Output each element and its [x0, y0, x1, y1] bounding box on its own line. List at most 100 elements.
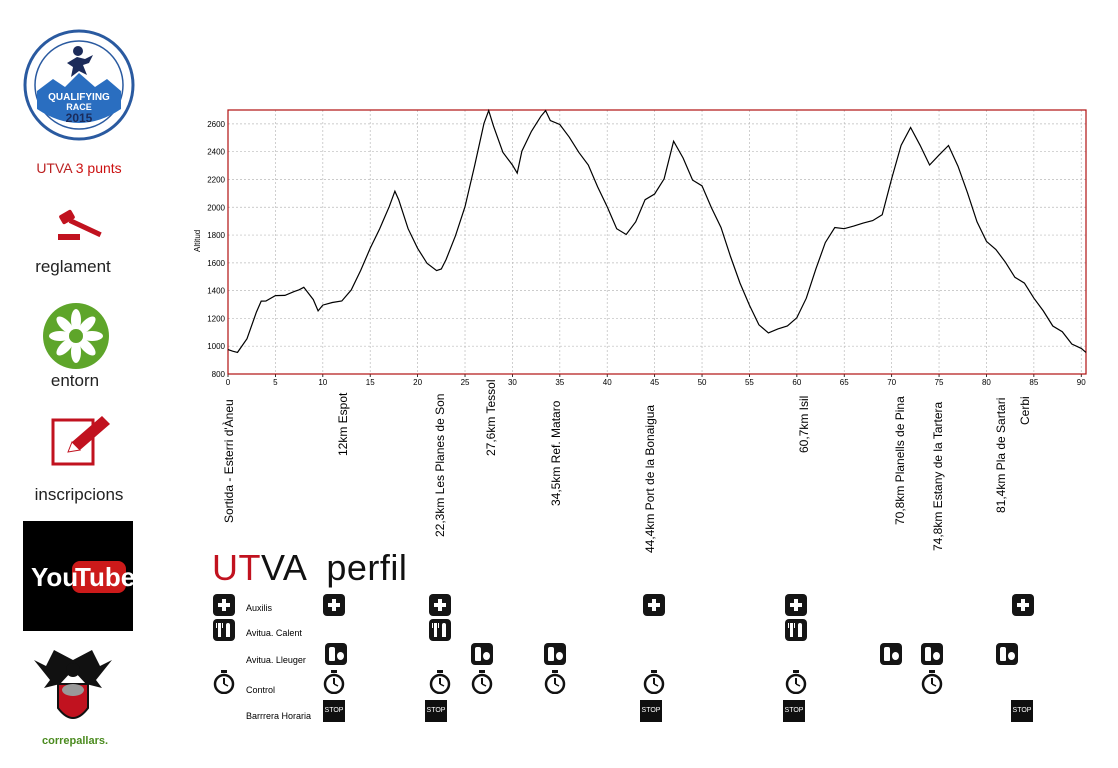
row-label-control: Control	[246, 685, 276, 695]
x-tick-label: 80	[982, 378, 991, 387]
y-tick-label: 2600	[207, 120, 225, 129]
bottle-fruit-icon	[471, 643, 493, 665]
stopwatch-icon	[544, 670, 566, 695]
flower-icon[interactable]	[42, 302, 110, 370]
x-tick-label: 25	[461, 378, 470, 387]
first-aid-icon	[323, 594, 345, 616]
y-tick-label: 1400	[207, 287, 225, 296]
pencil-icon[interactable]	[50, 412, 114, 468]
chart-grid	[227, 110, 1086, 375]
utva-points-prefix: UTVA	[36, 160, 72, 176]
x-tick-label: 5	[273, 378, 278, 387]
utva-points-suffix: 3 punts	[75, 160, 122, 176]
sidebar-item-inscripcions[interactable]: inscripcions	[34, 485, 124, 504]
y-tick-label: 2200	[207, 175, 225, 184]
cutlery-icon	[785, 619, 807, 641]
row-label-barrera-horaria: Barrrera Horaria	[246, 711, 312, 721]
chart-axes: 800 1000 1200 1400 1600 1800 2000 2200 2400 2600 0…	[207, 120, 1086, 387]
checkpoint-label: 81,4km Pla de Sartari	[993, 397, 1008, 513]
stop-sign-icon: STOP	[425, 700, 447, 722]
perfil-title-accent: UT	[212, 547, 261, 588]
stop-sign-icon: STOP	[640, 700, 662, 722]
y-tick-label: 2000	[207, 203, 225, 212]
first-aid-icon	[785, 594, 807, 616]
x-tick-label: 90	[1077, 378, 1086, 387]
x-tick-label: 55	[745, 378, 754, 387]
first-aid-icon	[213, 594, 235, 616]
first-aid-icon	[429, 594, 451, 616]
x-tick-label: 65	[840, 378, 849, 387]
svg-text:You: You	[31, 562, 78, 592]
x-tick-label: 10	[318, 378, 327, 387]
checkpoint-label: 44,4km Port de la Bonaigua	[642, 404, 657, 553]
checkpoint-label: Cerbi	[1018, 396, 1033, 425]
y-tick-label: 1600	[207, 259, 225, 268]
stop-sign-icon: STOP	[783, 700, 805, 722]
cutlery-icon	[429, 619, 451, 641]
x-tick-label: 60	[792, 378, 801, 387]
bottle-fruit-icon	[921, 643, 943, 665]
y-tick-label: 2400	[207, 148, 225, 157]
bottle-fruit-icon	[325, 643, 347, 665]
stopwatch-icon	[643, 670, 665, 695]
gavel-icon[interactable]	[52, 208, 108, 244]
utva-points: UTVA 3 punts	[14, 160, 144, 176]
correpallars-label: correpallars.	[42, 735, 109, 747]
stopwatch-icon	[323, 670, 345, 695]
x-tick-label: 40	[603, 378, 612, 387]
bottle-fruit-icon	[880, 643, 902, 665]
elevation-chart: 800 1000 1200 1400 1600 1800 2000 2200 2400 2600 0…	[193, 108, 1087, 387]
stopwatch-icon	[785, 670, 807, 695]
stopwatch-icon	[921, 670, 943, 695]
stopwatch-icon	[213, 670, 235, 695]
qualifying-race-logo[interactable]: QUALIFYING RACE 2015	[23, 29, 135, 141]
x-tick-label: 30	[508, 378, 517, 387]
y-tick-label: 1000	[207, 342, 225, 351]
x-tick-label: 45	[650, 378, 659, 387]
row-label-avitua-lleuger: Avitua. Lleuger	[246, 655, 306, 665]
checkpoint-label: 12km Espot	[335, 392, 350, 456]
checkpoint-label: 34,5km Ref. Mataro	[549, 400, 564, 506]
checkpoint-label: 22,3km Les Planes de Son	[433, 393, 448, 537]
x-tick-label: 85	[1029, 378, 1038, 387]
row-label-avitua-calent: Avitua. Calent	[246, 628, 302, 638]
stop-sign-icon: STOP	[323, 700, 345, 722]
svg-text:QUALIFYING: QUALIFYING	[48, 92, 110, 103]
x-tick-label: 50	[698, 378, 707, 387]
row-label-auxilis: Auxilis	[246, 603, 273, 613]
y-tick-label: 1200	[207, 314, 225, 323]
bottle-fruit-icon	[544, 643, 566, 665]
stopwatch-icon	[429, 670, 451, 695]
stop-sign-icon: STOP	[1011, 700, 1033, 722]
bottle-fruit-icon	[996, 643, 1018, 665]
x-tick-label: 20	[413, 378, 422, 387]
y-axis-label: Altitud	[193, 230, 202, 252]
elevation-profile-line	[227, 108, 1087, 354]
youtube-icon[interactable]: You Tube	[23, 521, 135, 631]
x-tick-label: 70	[887, 378, 896, 387]
checkpoint-label: 60,7km Isil	[797, 395, 812, 453]
x-tick-label: 75	[935, 378, 944, 387]
checkpoint-label: Sortida - Esterri d'Àneu	[222, 399, 236, 523]
svg-text:2015: 2015	[66, 111, 93, 125]
plot-frame	[227, 109, 1087, 375]
svg-text:RACE: RACE	[66, 102, 92, 112]
stopwatch-icon	[471, 670, 493, 695]
sidebar-item-entorn[interactable]: entorn	[50, 371, 100, 390]
x-tick-label: 0	[226, 378, 231, 387]
checkpoint-label: 27,6km Tessol	[483, 379, 498, 456]
checkpoint-label: 70,8km Planells de Pina	[893, 396, 908, 525]
perfil-title-rest: VA perfil	[261, 547, 408, 588]
y-tick-label: 800	[212, 370, 226, 379]
perfil-title: UTVA perfil	[212, 547, 407, 589]
x-tick-label: 35	[555, 378, 564, 387]
first-aid-icon	[643, 594, 665, 616]
svg-text:Tube: Tube	[75, 562, 133, 592]
checkpoint-label: 74,8km Estany de la Tartera	[931, 401, 946, 551]
x-tick-label: 15	[366, 378, 375, 387]
first-aid-icon	[1012, 594, 1034, 616]
eagle-crest-icon[interactable]	[30, 640, 116, 736]
y-tick-label: 1800	[207, 231, 225, 240]
cutlery-icon	[213, 619, 235, 641]
sidebar-item-reglament[interactable]: reglament	[35, 257, 111, 276]
